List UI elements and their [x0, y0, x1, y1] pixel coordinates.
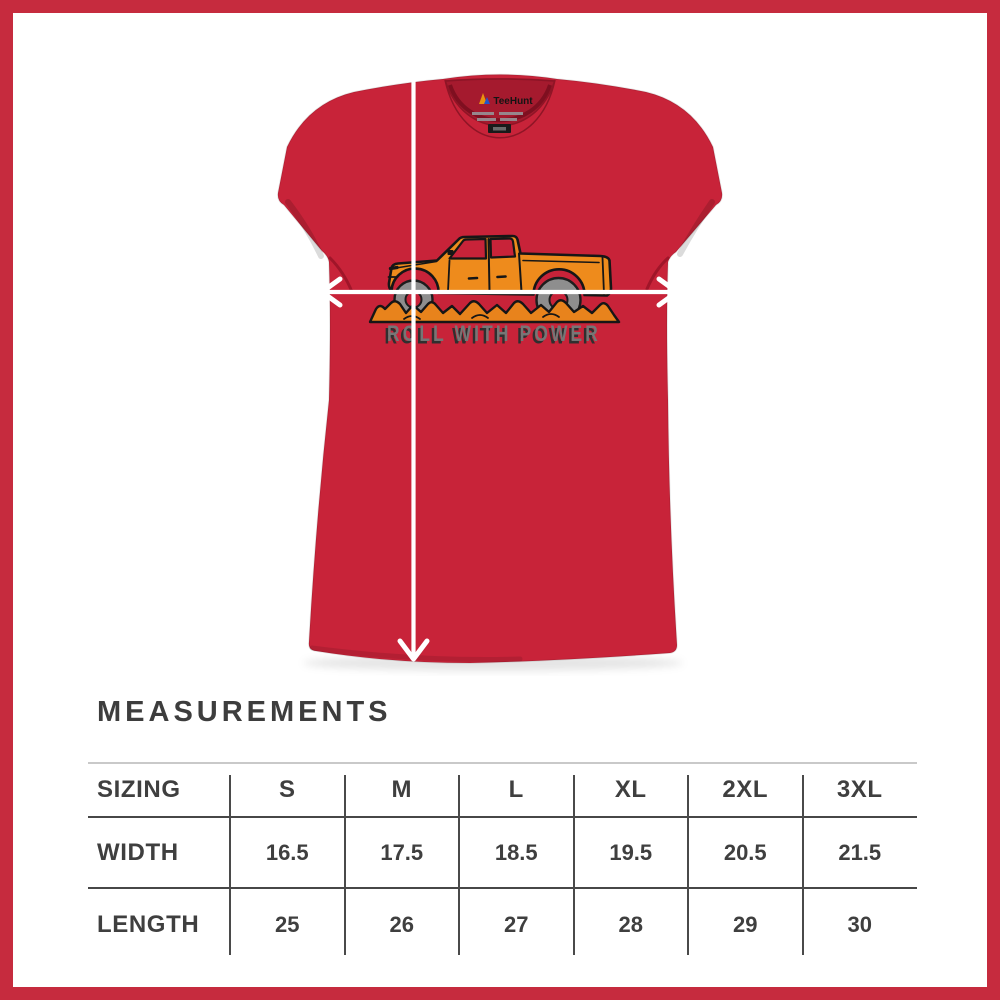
- width-value-xl: 19.5: [609, 839, 653, 865]
- length-arrow: [397, 55, 430, 662]
- length-value-l: 27: [504, 912, 529, 937]
- table-header-size-l: L: [508, 775, 524, 803]
- truck-graphic: [368, 234, 621, 324]
- length-value-2xl: 29: [733, 912, 758, 937]
- width-value-s: 16.5: [265, 839, 309, 865]
- table-header-size-s: S: [278, 775, 296, 803]
- svg-text:ROLL WITH POWER: ROLL WITH POWER: [387, 321, 601, 346]
- width-value-m: 17.5: [380, 839, 424, 865]
- table-header-sizing: SIZING: [97, 775, 181, 803]
- table-header-size-3xl: 3XL: [836, 775, 883, 803]
- shirt-body: [277, 73, 723, 664]
- width-arrow: [319, 276, 680, 308]
- tshirt-illustration: TeeHunt: [277, 55, 723, 671]
- row-label-width: WIDTH: [97, 838, 179, 866]
- width-value-l: 18.5: [494, 839, 538, 865]
- table-column-divider: [801, 775, 804, 955]
- width-value-3xl: 21.5: [838, 839, 882, 865]
- brand-name: TeeHunt: [493, 96, 533, 107]
- section-title: MEASUREMENTS: [97, 696, 392, 728]
- caption-text: ROLL WITH POWER ROLL WITH POWER: [385, 321, 601, 349]
- row-label-length: LENGTH: [97, 911, 200, 938]
- length-value-m: 26: [389, 912, 414, 937]
- length-value-xl: 28: [618, 912, 643, 937]
- table-column-divider: [572, 775, 575, 955]
- measurements-table: SIZING S M L XL 2XL 3XL WIDTH 16.5 17.5 …: [88, 762, 917, 962]
- neck-opening: [444, 78, 556, 139]
- table-header-size-xl: XL: [614, 775, 647, 803]
- table-column-divider: [687, 775, 689, 955]
- table-row-divider: [88, 887, 917, 889]
- table-grid: SIZING S M L XL 2XL 3XL WIDTH 16.5 17.5 …: [88, 762, 917, 962]
- table-row-divider: [88, 816, 917, 818]
- table-header-size-2xl: 2XL: [722, 775, 769, 803]
- width-value-2xl: 20.5: [723, 839, 767, 865]
- length-value-3xl: 30: [847, 912, 872, 937]
- svg-text:ROLL WITH POWER: ROLL WITH POWER: [385, 324, 599, 349]
- table-column-divider: [458, 775, 460, 955]
- brand-logo-icon: [479, 93, 487, 104]
- length-value-s: 25: [275, 912, 300, 937]
- brand-logo-icon: [484, 97, 490, 104]
- table-top-border: [88, 762, 917, 764]
- table-header-size-m: M: [391, 775, 413, 803]
- table-column-divider: [229, 775, 231, 955]
- table-column-divider: [343, 775, 346, 955]
- neck-label: TeeHunt: [472, 93, 533, 133]
